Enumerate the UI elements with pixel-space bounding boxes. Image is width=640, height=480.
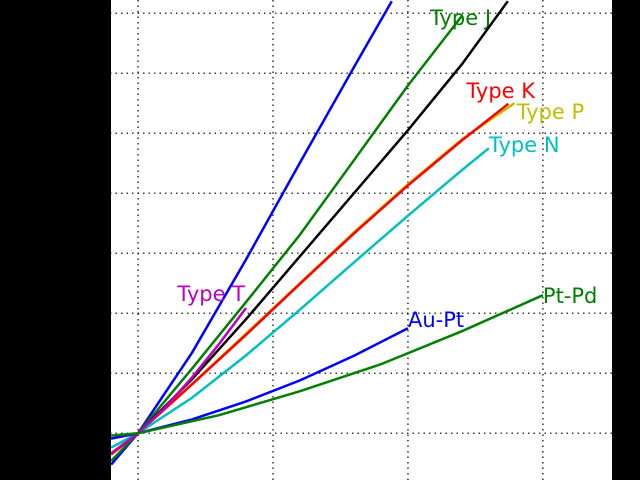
plot-area [110, 0, 612, 480]
series-label: Type N [488, 133, 560, 157]
series-label: Type T [176, 282, 245, 306]
series-label: Pt-Pd [543, 284, 597, 308]
series-line [110, 307, 248, 456]
series-label: Au-Pt [408, 308, 464, 332]
series-line [110, 294, 544, 437]
series-line [110, 147, 490, 449]
series-label: Type J [429, 6, 491, 30]
series-label: Type P [516, 100, 585, 124]
series-line [110, 15, 463, 462]
series-label: Type K [465, 79, 536, 103]
